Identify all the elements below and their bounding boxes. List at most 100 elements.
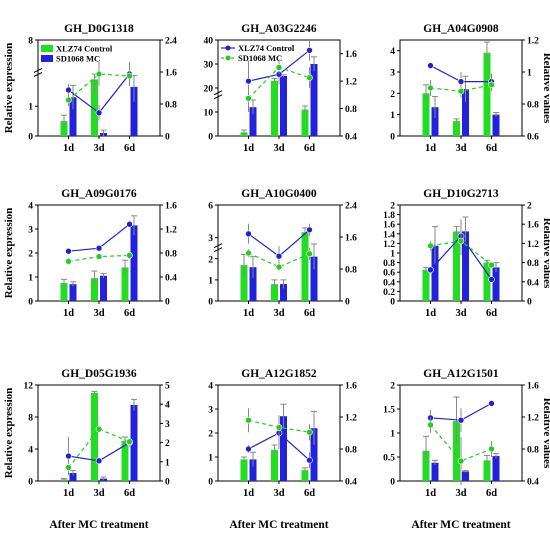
bar	[301, 109, 309, 136]
chart-title: GH_A12G1852	[241, 368, 317, 380]
series-point	[488, 400, 495, 407]
series-point	[245, 416, 252, 424]
bar	[121, 267, 129, 301]
y2-tick-label: 1	[165, 458, 170, 468]
y-tick-label: 1	[390, 111, 395, 121]
bar	[69, 284, 77, 301]
x-tick-label: 6d	[486, 488, 497, 499]
legend-label: XLZ74 Control	[238, 43, 295, 53]
axis-break-mark	[213, 90, 223, 100]
x-tick-label: 3d	[273, 308, 284, 319]
bar	[249, 267, 257, 301]
y-tick-label: 0.5	[383, 454, 395, 464]
y-tick-label: 1	[208, 276, 213, 286]
y2-tick-label: 0.8	[345, 446, 357, 456]
y-tick-label: 1.5	[383, 406, 395, 416]
y2-tick-label: 0.6	[527, 133, 539, 143]
legend-swatch	[41, 55, 53, 62]
x-tick-label: 1d	[63, 488, 74, 499]
y2-tick-label: 4	[165, 401, 170, 411]
series-point	[126, 220, 133, 228]
bar	[91, 79, 98, 136]
series-point	[245, 249, 252, 257]
series-point	[488, 261, 495, 269]
y2-tick-label: 0.4	[345, 133, 357, 143]
y2-tick-label: 1.6	[345, 382, 357, 392]
series-point	[245, 445, 252, 453]
x-tick-label: 1d	[243, 308, 254, 319]
bar	[60, 283, 68, 301]
chart-panel: GH_D0G1318 0 1 8 0 0.8 1.6 2.4 1d 3d 6d XLZ74 Contr…	[28, 23, 177, 154]
bar	[310, 64, 318, 136]
legend-swatch	[41, 45, 53, 52]
plot-frame	[37, 204, 161, 302]
y2-axis-label: Relative values	[541, 218, 550, 289]
series-point	[65, 258, 72, 265]
x-tick-label: 1d	[63, 308, 74, 319]
series-point	[427, 62, 434, 69]
bar	[453, 121, 460, 136]
bar	[453, 231, 460, 301]
x-tick-label: 3d	[93, 143, 104, 154]
chart-panel: GH_A03G2246 0 10 20 30 40 0.4 0.8 1.2 1.6 1d 3d 6d XL…	[204, 23, 358, 154]
series-point	[65, 96, 72, 104]
axis-break-mark	[33, 68, 43, 77]
series-point	[65, 452, 72, 460]
x-tick-label: 3d	[455, 308, 466, 319]
y2-axis-label: Relative values	[541, 398, 550, 469]
y-tick-label: 6	[208, 202, 213, 212]
y2-tick-label: 0	[165, 298, 170, 308]
x-tick-label: 6d	[124, 488, 135, 499]
bar	[121, 441, 129, 481]
y-tick-label: 0	[208, 478, 213, 488]
bar	[271, 80, 278, 136]
bar	[453, 421, 460, 481]
y-tick-label: 2	[390, 202, 395, 212]
bar	[431, 462, 439, 481]
y-tick-label: 1.4	[383, 230, 395, 240]
bar	[310, 428, 318, 481]
y2-tick-label: 2	[527, 202, 532, 212]
y2-tick-label: 1.6	[165, 202, 177, 212]
y-tick-label: 0	[208, 298, 213, 308]
y-tick-label: 4	[28, 446, 33, 456]
chart-panel: GH_A10G0400 0 1 2 3 6 0 0.8 1.6 2.4 1d 3d 6d	[208, 188, 357, 319]
series-point	[95, 244, 103, 252]
y-tick-label: 4	[28, 202, 33, 212]
bar	[431, 245, 439, 301]
y2-tick-label: 1.6	[345, 234, 357, 244]
series-point	[245, 94, 252, 102]
bar	[301, 470, 309, 481]
bar	[130, 225, 138, 301]
y2-tick-label: 0.4	[165, 274, 177, 284]
chart-panel: GH_A12G1501 0 0.5 1 1.5 2 0.4 0.8 1.2 1.6 1d 3d 6d	[383, 368, 539, 499]
y-tick-label: 2	[208, 255, 213, 265]
y-tick-label: 0.4	[383, 278, 395, 288]
y-tick-label: 1	[390, 250, 395, 260]
series-point	[457, 237, 465, 245]
series-point	[306, 226, 313, 234]
chart-panel: GH_A04G0908 0 1 2 3 4 0.6 0.8 1 1.2 1d 3d 6d	[390, 23, 539, 154]
series-point	[245, 77, 252, 85]
y-tick-label: 0.6	[383, 269, 395, 279]
y-tick-label: 1	[208, 454, 213, 464]
x-tick-label: 3d	[273, 143, 284, 154]
series-point	[306, 250, 313, 258]
y2-axis-label: Relative values	[541, 53, 550, 124]
series-point	[65, 464, 72, 471]
y2-tick-label: 1.6	[527, 221, 539, 231]
x-tick-label: 6d	[486, 143, 497, 154]
series-point	[427, 421, 434, 429]
bar	[271, 284, 278, 301]
y2-tick-label: 1.6	[345, 50, 357, 60]
y2-tick-label: 1	[527, 69, 532, 79]
y2-tick-label: 1.2	[527, 414, 539, 424]
y2-tick-label: 0.8	[527, 259, 539, 269]
y2-tick-label: 0.8	[165, 250, 177, 260]
chart-panel: GH_D10G271300.20.40.60.811.21.41.61.8200…	[383, 188, 539, 319]
bar	[69, 97, 77, 136]
y-tick-label: 2	[390, 382, 395, 392]
y-tick-label: 2	[28, 250, 33, 260]
y-tick-label: 40	[204, 37, 214, 47]
bar	[91, 393, 98, 481]
